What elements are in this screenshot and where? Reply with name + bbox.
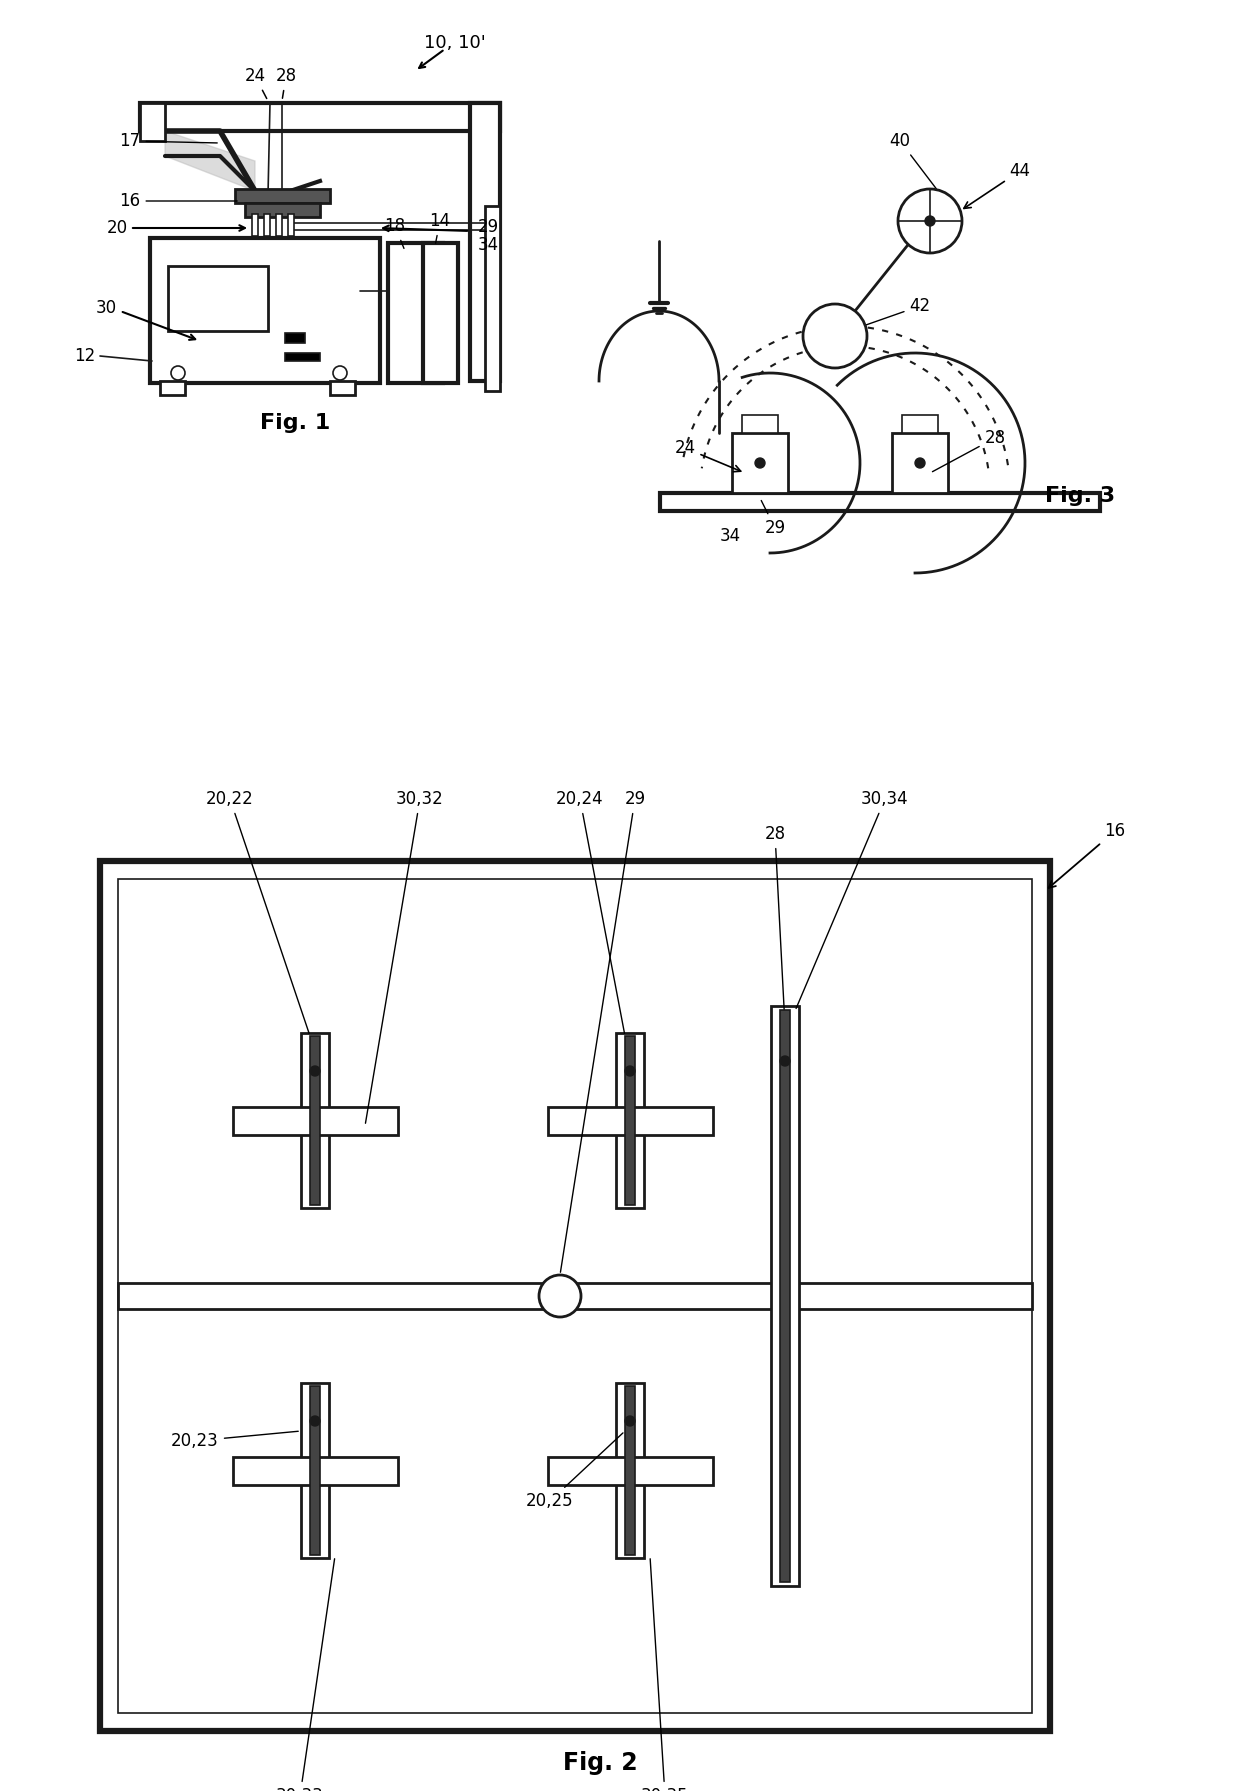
Bar	[660, 493, 1100, 510]
Bar	[233, 1107, 398, 1135]
Circle shape	[310, 1417, 320, 1426]
Bar	[140, 104, 500, 131]
Text: 20: 20	[107, 219, 128, 236]
Circle shape	[898, 190, 962, 253]
Text: 24: 24	[675, 439, 740, 471]
Text: 28: 28	[932, 430, 1006, 471]
Bar	[616, 1033, 644, 1207]
Text: 12: 12	[74, 347, 95, 365]
Circle shape	[625, 1417, 635, 1426]
Text: 20,24: 20,24	[557, 790, 625, 1033]
Bar	[732, 433, 787, 493]
Bar	[742, 416, 777, 433]
Text: 29: 29	[761, 500, 786, 537]
Text: Fig. 3: Fig. 3	[1045, 485, 1115, 507]
Text: 34: 34	[477, 236, 498, 254]
Text: 42: 42	[866, 297, 930, 326]
Text: Fig. 2: Fig. 2	[563, 1752, 637, 1775]
Bar	[388, 244, 443, 383]
Bar	[625, 1035, 635, 1205]
Text: 16: 16	[119, 192, 237, 210]
Text: 20,22: 20,22	[206, 790, 309, 1033]
Bar	[285, 353, 320, 362]
Bar	[625, 1386, 635, 1555]
Text: 28: 28	[275, 66, 296, 99]
Bar	[246, 202, 320, 217]
Text: 34: 34	[719, 527, 740, 544]
Bar	[150, 238, 379, 383]
Text: 40: 40	[889, 133, 936, 188]
Bar	[160, 381, 185, 396]
Circle shape	[804, 304, 867, 367]
Text: −: −	[807, 328, 820, 344]
Text: 20,23: 20,23	[171, 1431, 299, 1451]
Bar	[548, 1107, 713, 1135]
Circle shape	[171, 365, 185, 380]
Bar	[285, 333, 305, 344]
Bar	[901, 416, 937, 433]
Text: Fig. 1: Fig. 1	[260, 414, 330, 433]
Bar	[780, 1010, 790, 1581]
Bar	[548, 1458, 713, 1485]
Text: 29: 29	[560, 790, 646, 1272]
Circle shape	[780, 1057, 790, 1066]
Text: 20,25: 20,25	[526, 1433, 622, 1510]
Circle shape	[755, 458, 765, 467]
Bar	[310, 1386, 320, 1555]
Circle shape	[925, 217, 935, 226]
Text: +: +	[851, 328, 863, 344]
Bar	[277, 213, 281, 236]
Bar	[167, 267, 268, 331]
Text: 30,32: 30,32	[366, 790, 444, 1123]
Bar	[330, 381, 355, 396]
Bar	[485, 206, 500, 390]
Bar	[301, 1033, 329, 1207]
Bar	[100, 861, 1050, 1730]
Polygon shape	[165, 131, 255, 192]
Bar	[118, 1282, 1032, 1309]
Bar	[233, 1458, 398, 1485]
Bar	[264, 213, 270, 236]
Bar	[616, 1383, 644, 1558]
Circle shape	[310, 1066, 320, 1076]
Text: 16: 16	[1049, 822, 1126, 888]
Circle shape	[625, 1066, 635, 1076]
Text: 29: 29	[477, 219, 498, 236]
Bar	[301, 1383, 329, 1558]
Text: 30,34: 30,34	[796, 790, 909, 1008]
Text: 14: 14	[429, 211, 450, 244]
Circle shape	[915, 458, 925, 467]
Text: 28: 28	[764, 826, 786, 1023]
Text: 17: 17	[119, 133, 217, 150]
Bar	[423, 244, 458, 383]
Text: 30: 30	[95, 299, 117, 317]
Text: 24: 24	[244, 66, 267, 99]
Bar	[118, 879, 1032, 1712]
Text: 30,33: 30,33	[277, 1558, 335, 1791]
Circle shape	[539, 1275, 582, 1316]
Bar	[140, 104, 165, 141]
Text: 30,35: 30,35	[641, 1558, 688, 1791]
Bar	[771, 1007, 799, 1587]
Text: 10, 10': 10, 10'	[424, 34, 486, 52]
Bar	[892, 433, 949, 493]
Bar	[470, 104, 500, 381]
Bar	[236, 190, 330, 202]
Text: 18: 18	[384, 217, 405, 249]
Bar	[252, 213, 258, 236]
Bar	[310, 1035, 320, 1205]
Bar	[288, 213, 294, 236]
Text: 44: 44	[963, 161, 1030, 208]
Text: V: V	[828, 328, 841, 346]
Circle shape	[334, 365, 347, 380]
